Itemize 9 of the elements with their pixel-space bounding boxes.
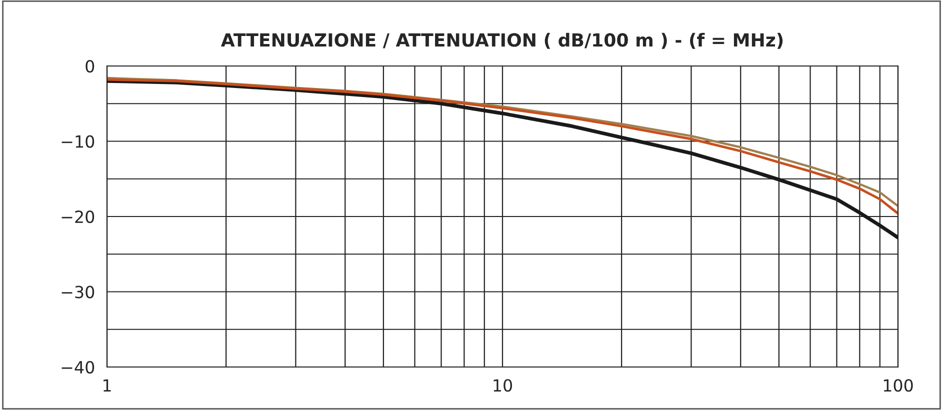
chart-title: ATTENUAZIONE / ATTENUATION ( dB/100 m ) - (f = MHz) (220, 32, 783, 49)
x-tick-label: 10 (494, 379, 512, 392)
y-tick-label: −40 (62, 360, 94, 374)
y-tick-label: −10 (62, 135, 94, 148)
x-tick-label: 100 (884, 379, 913, 392)
y-tick-label: −30 (62, 286, 94, 298)
y-tick-label: −20 (62, 210, 94, 224)
y-tick-label: 0 (86, 60, 94, 73)
x-tick-label: 1 (104, 379, 111, 392)
